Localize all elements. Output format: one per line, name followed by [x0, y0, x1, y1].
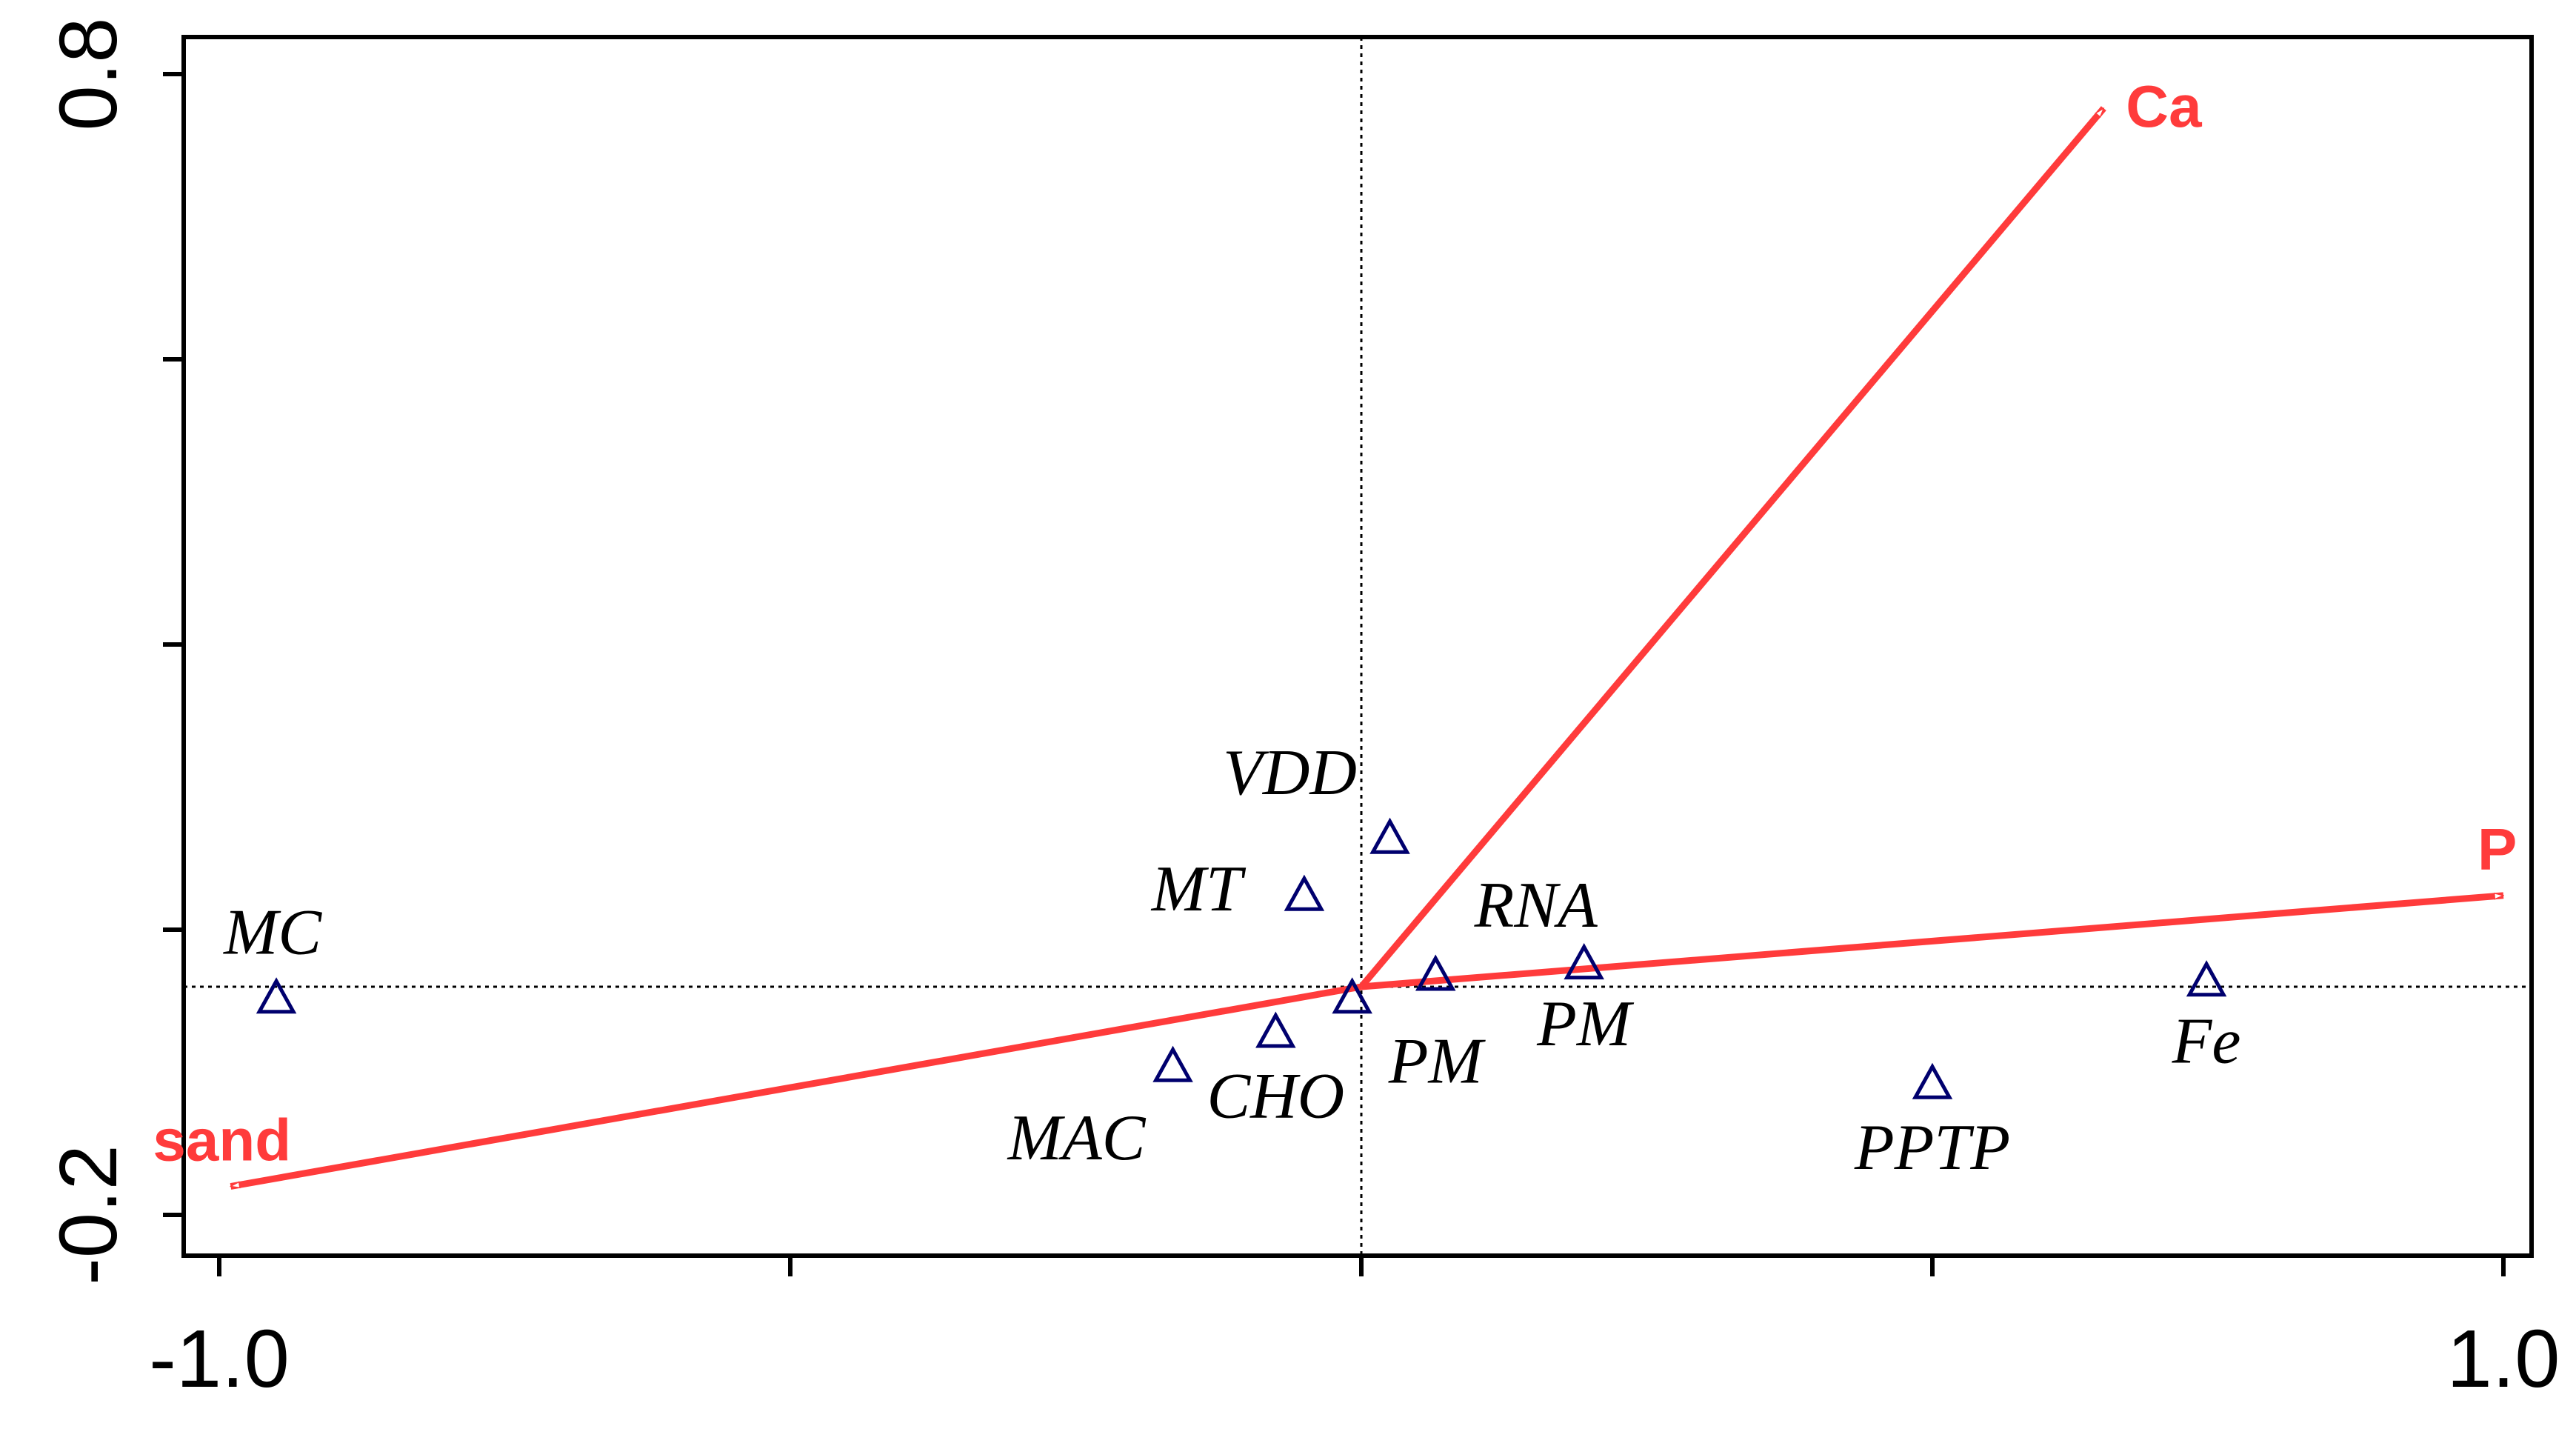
- species-point-Fe: [2186, 960, 2227, 997]
- species-point-VDD: [1369, 817, 1410, 854]
- env-label-Ca: Ca: [2126, 73, 2202, 139]
- x-tick-label: -1.0: [149, 1313, 290, 1405]
- species-point-PM: [1415, 954, 1456, 991]
- species-label-PM: PM: [1536, 988, 1635, 1060]
- species-point-MT: [1284, 874, 1325, 911]
- species-point-CHO: [1255, 1011, 1296, 1048]
- x-tick-label: 1.0: [2447, 1313, 2560, 1405]
- y-tick-label: -0.2: [43, 1145, 134, 1285]
- env-label-P: P: [2477, 816, 2517, 882]
- env-arrow-Ca: [1358, 106, 2106, 989]
- species-point-MC: [256, 977, 297, 1014]
- species-label-CHO: CHO: [1207, 1061, 1344, 1133]
- species-point-PM: [1332, 977, 1372, 1014]
- species-label-MAC: MAC: [1007, 1102, 1147, 1174]
- env-label-sand: sand: [153, 1107, 291, 1173]
- species-point-MAC: [1152, 1045, 1193, 1082]
- species-label-MT: MT: [1150, 853, 1247, 925]
- species-label-PM: PM: [1388, 1026, 1486, 1098]
- env-arrow-P: [1361, 892, 2503, 990]
- species-label-MC: MC: [222, 896, 322, 968]
- species-label-Fe: Fe: [2172, 1005, 2241, 1077]
- species-point-RNA: [1564, 943, 1604, 980]
- species-label-RNA: RNA: [1474, 870, 1598, 942]
- species-label-PPTP: PPTP: [1854, 1112, 2010, 1184]
- species-label-VDD: VDD: [1223, 737, 1357, 809]
- env-arrow-sand: [230, 983, 1362, 1190]
- species-point-PPTP: [1912, 1062, 1953, 1099]
- y-tick-label: 0.8: [43, 18, 134, 131]
